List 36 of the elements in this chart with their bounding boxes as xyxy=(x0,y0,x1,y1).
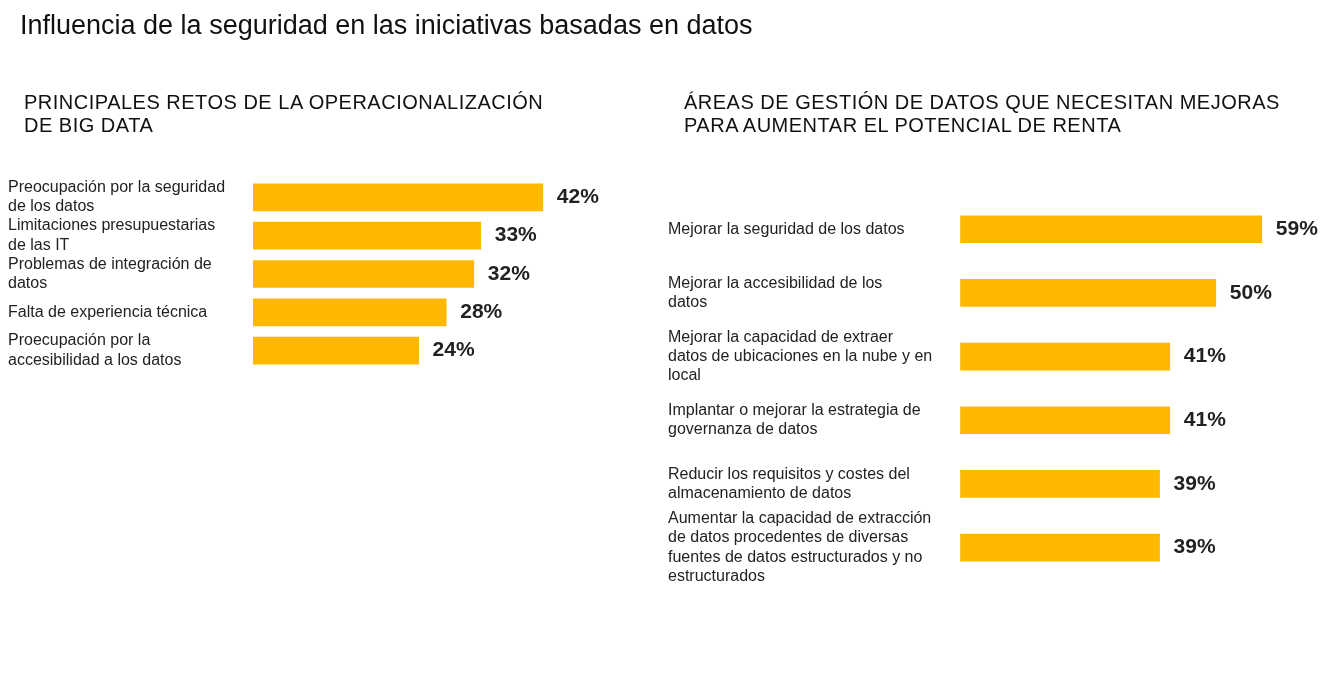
data-label: 39% xyxy=(1173,470,1216,494)
data-label: 24% xyxy=(432,337,475,361)
data-label: 50% xyxy=(1229,279,1273,303)
y-tick-label: Mejorar la capacidad de extraer datos de ubicaciones en la nube y en local xyxy=(668,327,933,384)
y-tick-label: Limitaciones presupuestarias de las IT xyxy=(8,216,216,253)
chart-title: Influencia de la seguridad en las iniciativas basadas en datos xyxy=(20,10,754,41)
bar xyxy=(253,183,544,212)
bar xyxy=(253,336,419,365)
y-tick-label: Mejorar la accesibilidad de los datos xyxy=(668,273,883,310)
y-tick-label: Mejorar la seguridad de los datos xyxy=(668,219,905,237)
y-tick-label: Implantar o mejorar la estrategia de governanza de datos xyxy=(668,401,921,438)
data-label: 28% xyxy=(460,299,503,323)
data-label: 32% xyxy=(487,260,531,284)
chart-subtitle: PRINCIPALES RETOS DE LA OPERACIONALIZACIÓN DE BIG DATA xyxy=(24,91,545,137)
y-tick-label: Aumentar la capacidad de extracción de datos procedentes de diversas fuentes de datos estructurados y no estructurados xyxy=(668,509,932,584)
bar xyxy=(960,215,1263,244)
bar xyxy=(960,533,1160,562)
bar xyxy=(960,279,1217,307)
data-label: 39% xyxy=(1173,534,1216,558)
bar xyxy=(253,221,482,250)
data-label: 41% xyxy=(1183,343,1227,367)
y-tick-label: Reducir los requisitos y costes del almacenamiento de datos xyxy=(668,464,910,501)
data-label: 33% xyxy=(494,222,538,246)
y-tick-label: Proecupación por la accesibilidad a los datos xyxy=(8,331,182,368)
bar xyxy=(253,260,475,288)
y-tick-label: Falta de experiencia técnica xyxy=(8,302,208,320)
y-tick-label: Preocupación por la seguridad de los datos xyxy=(8,178,226,215)
y-tick-label: Problemas de integración de datos xyxy=(8,254,212,292)
bar xyxy=(960,342,1171,371)
data-label: 42% xyxy=(556,184,600,208)
data-label: 59% xyxy=(1275,216,1319,240)
chart-title: ÁREAS DE GESTIÓN DE DATOS QUE NECESITAN MEJORAS PARA AUMENTAR EL POTENCIAL DE RENTA xyxy=(684,91,1281,137)
data-label: 41% xyxy=(1183,407,1227,431)
bar xyxy=(253,298,447,327)
bar xyxy=(960,470,1160,498)
bar xyxy=(960,406,1171,435)
